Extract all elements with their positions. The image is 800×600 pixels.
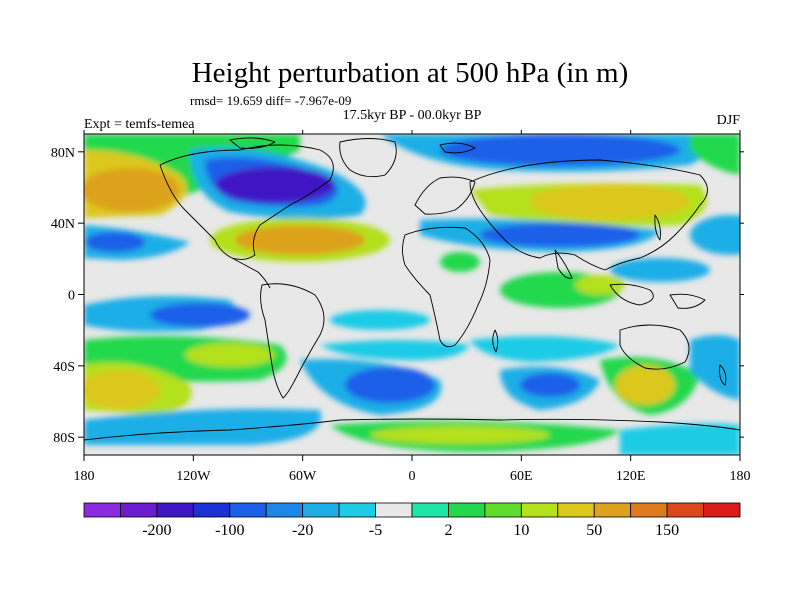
lon-tick-label: 0 — [409, 469, 416, 484]
colorbar-box — [520, 502, 559, 518]
lon-tick-label: 180 — [730, 469, 751, 484]
lat-tick-label: 80S — [53, 431, 75, 446]
season-label: DJF — [717, 113, 741, 128]
colorbar-label: 2 — [444, 522, 452, 539]
lon-tick-label: 180 — [74, 469, 95, 484]
lat-tick-label: 0 — [68, 289, 75, 304]
colorbar-box — [703, 502, 741, 518]
lon-tick-label: 60W — [289, 469, 317, 484]
colorbar-box — [411, 502, 449, 518]
latitude-axis: 80N 40N 0 40S 80S — [51, 146, 744, 446]
colorbar-box — [120, 502, 158, 518]
colorbar-label: 150 — [655, 522, 679, 539]
lon-tick-label: 120W — [176, 469, 211, 484]
colorbar-box — [192, 502, 231, 518]
colorbar-box — [229, 502, 267, 518]
colorbar-box — [156, 502, 194, 518]
colorbar-box — [83, 502, 121, 518]
longitude-axis: 180 120W 60W 0 60E 120E 180 — [74, 130, 751, 484]
colorbar-box — [265, 502, 304, 518]
period-label: 17.5kyr BP - 00.0kyr BP — [343, 108, 482, 123]
colorbar-label: -200 — [142, 522, 171, 539]
colorbar: -200 -100 -20 -5 2 10 50 150 — [83, 502, 741, 539]
colorbar-label: -20 — [292, 522, 313, 539]
figure-title: Height perturbation at 500 hPa (in m) — [192, 57, 629, 89]
colorbar-box — [448, 502, 486, 518]
colorbar-box — [338, 502, 376, 518]
colorbar-label: 10 — [513, 522, 529, 539]
colorbar-label: -100 — [215, 522, 244, 539]
lat-tick-label: 40S — [53, 360, 75, 375]
colorbar-box — [630, 502, 668, 518]
coastlines — [84, 137, 740, 441]
colorbar-box — [593, 502, 632, 518]
lat-tick-label: 80N — [51, 146, 75, 161]
experiment-label: Expt = temfs-temea — [84, 117, 195, 132]
colorbar-label: -5 — [369, 522, 382, 539]
lon-tick-label: 120E — [616, 469, 646, 484]
colorbar-label: 50 — [586, 522, 602, 539]
colorbar-box — [666, 502, 704, 518]
lat-tick-label: 40N — [51, 217, 75, 232]
contour-field — [84, 134, 740, 455]
colorbar-box — [302, 502, 340, 518]
colorbar-box — [375, 502, 413, 518]
colorbar-box — [484, 502, 522, 518]
colorbar-box — [557, 502, 595, 518]
lon-tick-label: 60E — [510, 469, 533, 484]
stats-label: rmsd= 19.659 diff= -7.967e-09 — [190, 93, 351, 108]
